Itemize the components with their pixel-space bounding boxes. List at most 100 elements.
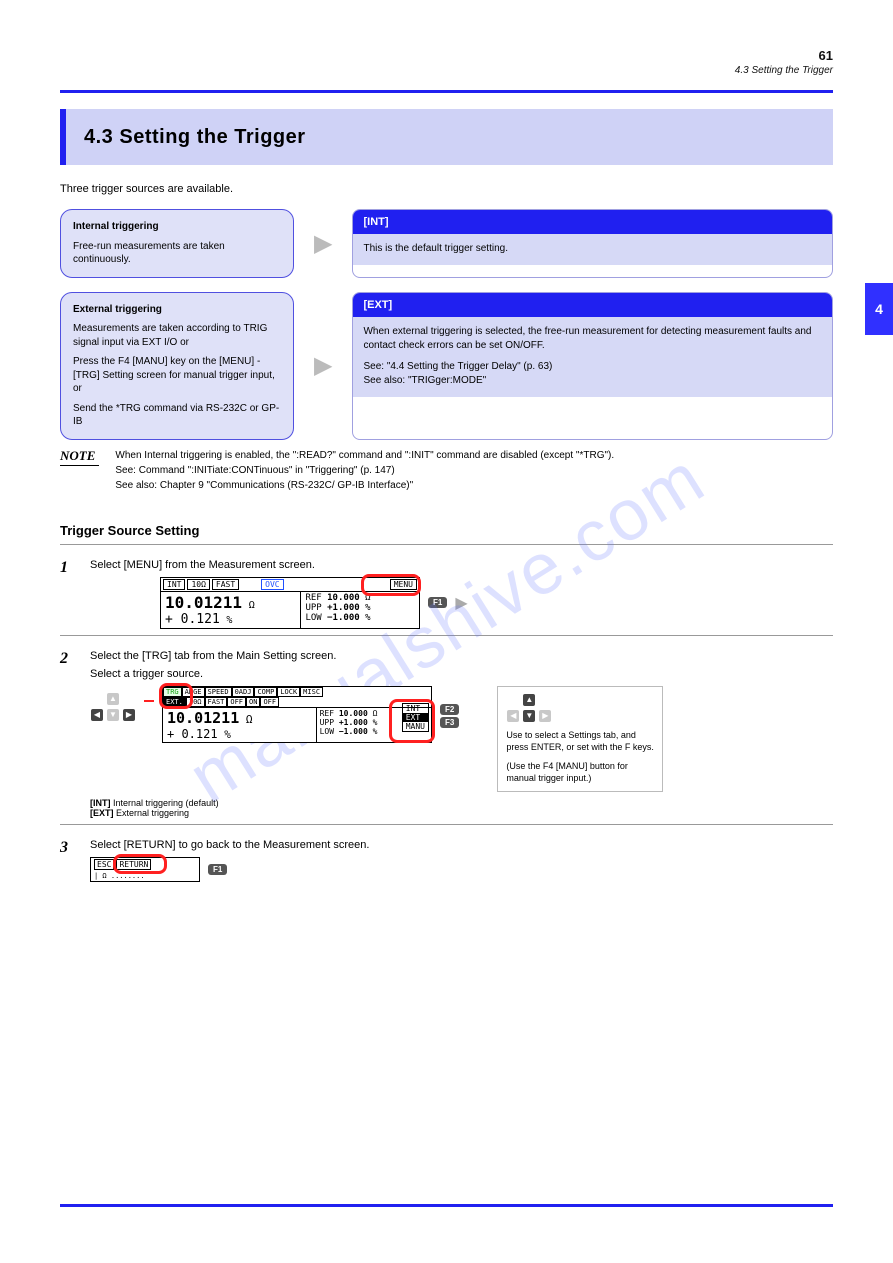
external-body-line-3: See also: "TRIGger:MODE": [363, 374, 822, 389]
step-2: 2 Select the [TRG] tab from the Main Set…: [60, 650, 833, 818]
lcd-screenshot-3: ESC RETURN | Ω ........: [90, 857, 200, 882]
lcd2-tab-0adj[interactable]: 0ADJ: [232, 687, 255, 697]
external-result-body: When external triggering is selected, th…: [353, 317, 832, 397]
step-1-red-highlight: [361, 574, 421, 596]
arrow-right-icon: ▶: [314, 351, 332, 380]
internal-trig-card: Internal triggering Free-run measurement…: [60, 209, 294, 278]
helper-left[interactable]: ◀: [507, 710, 519, 722]
lcd1-tag-range: 10Ω: [187, 579, 209, 590]
lcd2-main-unit: Ω: [246, 713, 253, 726]
step-1-arrow-icon: ▶: [455, 593, 467, 613]
lcd2-upp: +1.000: [339, 718, 368, 727]
note-line-2: See: Command ":INITiate:CONTinuous" in "…: [115, 463, 833, 478]
header-rule: [60, 90, 833, 93]
option-row-internal: Internal triggering Free-run measurement…: [60, 209, 833, 278]
lcd1-main-unit: Ω: [249, 600, 255, 611]
internal-card-body: Free-run measurements are taken continuo…: [73, 240, 281, 267]
nav-up-button[interactable]: ▲: [107, 693, 119, 705]
step-1-text: Select [MENU] from the Measurement scree…: [90, 559, 833, 571]
step-2-text-a: Select the [TRG] tab from the Main Setti…: [90, 650, 833, 662]
page-number: 61: [735, 48, 833, 63]
external-card-line-1: Measurements are taken according to TRIG…: [73, 322, 281, 349]
lcd2-tab-comp[interactable]: COMP: [254, 687, 277, 697]
step-2-ext-lbl: [EXT]: [90, 808, 114, 818]
lcd2-ref: 10.000: [339, 709, 368, 718]
step-3: 3 Select [RETURN] to go back to the Meas…: [60, 839, 833, 882]
lcd2-low: −1.000: [339, 727, 368, 736]
lcd1-upp: +1.000: [327, 603, 360, 613]
note-label: NOTE: [60, 448, 99, 466]
option-row-external: External triggering Measurements are tak…: [60, 292, 833, 440]
lcd1-delta-unit: %: [226, 615, 232, 626]
sub-rule: [60, 544, 833, 545]
note-line-1: When Internal triggering is enabled, the…: [115, 448, 833, 463]
internal-card-head: Internal triggering: [73, 220, 281, 234]
helper-up[interactable]: ▲: [523, 694, 535, 706]
lcd1-low-lbl: LOW: [305, 613, 321, 623]
lcd3-esc: ESC: [94, 859, 114, 870]
step-2-red-trg: [159, 683, 193, 709]
section-title: 4.3 Setting the Trigger: [66, 109, 833, 165]
step-2-leader-line: [144, 700, 154, 702]
lcd2-r2-off2: OFF: [260, 697, 279, 707]
f1-key-step3[interactable]: F1: [208, 864, 227, 875]
lcd2-delta: + 0.121: [167, 727, 218, 741]
lcd2-tab-misc[interactable]: MISC: [300, 687, 323, 697]
step-3-text: Select [RETURN] to go back to the Measur…: [90, 839, 833, 851]
helper-nav-cluster: ▲ ◀ ▼ ▶: [506, 693, 552, 723]
f2-key[interactable]: F2: [440, 704, 459, 715]
footer-rule: [60, 1204, 833, 1207]
helper-card: ▲ ◀ ▼ ▶ Use to select a Settings tab, an…: [497, 686, 663, 792]
nav-right-button[interactable]: ▶: [123, 709, 135, 721]
external-card-line-2: Press the F4 [MANU] key on the [MENU] - …: [73, 355, 281, 396]
lcd2-ref-unit: Ω: [373, 709, 378, 718]
nav-down-button[interactable]: ▼: [107, 709, 119, 721]
lcd1-low-unit: %: [365, 613, 370, 623]
lcd1-ovc: OVC: [261, 579, 283, 590]
helper-line-2: (Use the F4 [MANU] button for manual tri…: [506, 760, 654, 785]
external-result-card: [EXT] When external triggering is select…: [352, 292, 833, 440]
lcd2-tab-lock[interactable]: LOCK: [277, 687, 300, 697]
lcd1-upp-lbl: UPP: [305, 603, 321, 613]
lcd2-low-lbl: LOW: [320, 727, 334, 736]
lcd-screenshot-2: TRG ANGE SPEED 0ADJ COMP LOCK MISC EXT. …: [162, 686, 432, 743]
external-body-line-1: When external triggering is selected, th…: [363, 325, 822, 354]
note-body: When Internal triggering is enabled, the…: [115, 448, 833, 493]
lcd2-ref-lbl: REF: [320, 709, 334, 718]
external-trig-card: External triggering Measurements are tak…: [60, 292, 294, 440]
step-3-red-return: [113, 854, 167, 874]
external-card-line-3: Send the *TRG command via RS-232C or GP-…: [73, 402, 281, 429]
nav-button-cluster: ▲ ◀ ▼ ▶: [90, 692, 136, 722]
lcd1-upp-unit: %: [365, 603, 370, 613]
lcd2-main: 10.01211: [167, 709, 239, 727]
step-2-int-desc: Internal triggering (default): [113, 798, 219, 808]
chapter-side-tab: 4: [865, 283, 893, 335]
lcd1-main: 10.01211: [165, 593, 242, 612]
external-body-line-2: See: "4.4 Setting the Trigger Delay" (p.…: [363, 360, 822, 375]
lcd2-r2-off1: OFF: [227, 697, 246, 707]
lcd2-low-unit: %: [373, 727, 378, 736]
internal-result-card: [INT] This is the default trigger settin…: [352, 209, 833, 278]
lcd1-delta: + 0.121: [165, 612, 220, 627]
lcd1-ref: 10.000: [327, 593, 360, 603]
f1-key[interactable]: F1: [428, 597, 447, 608]
subsection-heading: Trigger Source Setting: [60, 523, 833, 538]
step-2-text-b: Select a trigger source.: [90, 668, 833, 680]
lcd1-tag-int: INT: [163, 579, 185, 590]
helper-right[interactable]: ▶: [539, 710, 551, 722]
lcd1-tag-fast: FAST: [212, 579, 239, 590]
f3-key[interactable]: F3: [440, 717, 459, 728]
step-1: 1 Select [MENU] from the Measurement scr…: [60, 559, 833, 629]
step-2-int-line: [INT] Internal triggering (default): [90, 798, 833, 808]
intro-line: Three trigger sources are available.: [60, 183, 833, 195]
arrow-right-icon: ▶: [314, 229, 332, 258]
step-1-num: 1: [60, 559, 76, 577]
lcd2-upp-lbl: UPP: [320, 718, 334, 727]
lcd-screenshot-1: INT 10Ω FAST OVC MENU 10.01211 Ω + 0.121…: [160, 577, 420, 629]
lcd2-tab-speed[interactable]: SPEED: [205, 687, 232, 697]
nav-left-button[interactable]: ◀: [91, 709, 103, 721]
lcd1-low: −1.000: [327, 613, 360, 623]
internal-result-body: This is the default trigger setting.: [353, 234, 832, 265]
helper-down[interactable]: ▼: [523, 710, 535, 722]
lcd2-r2-on: ON: [246, 697, 260, 707]
